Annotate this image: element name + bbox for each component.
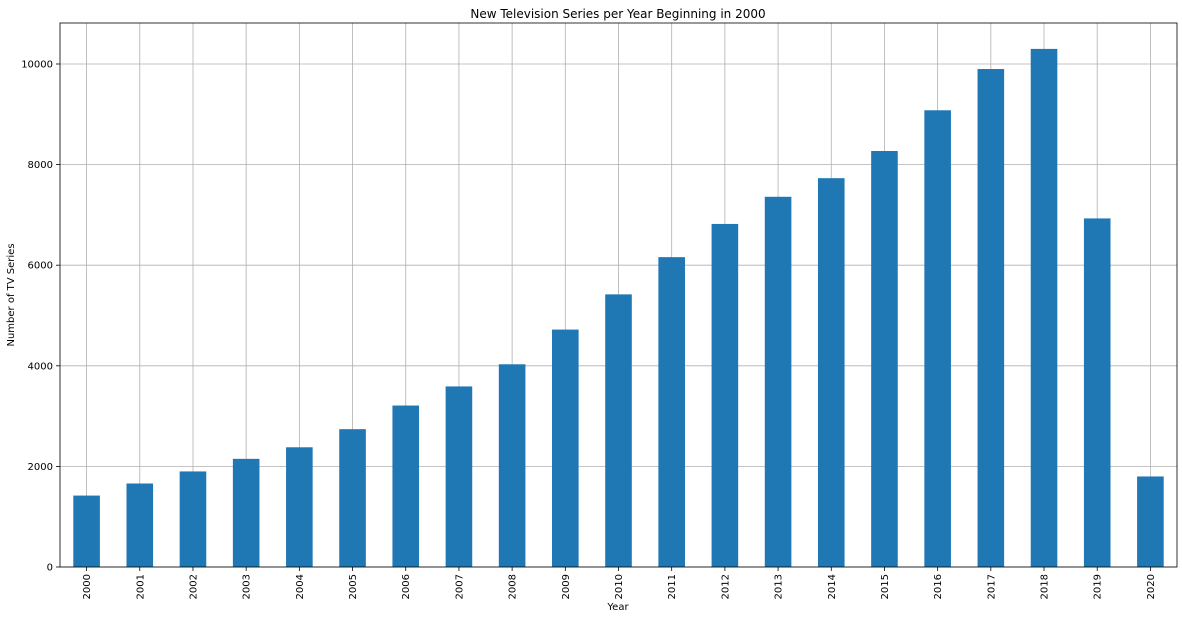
x-tick-label: 2018 — [1040, 574, 1051, 599]
bar-2019 — [1083, 218, 1111, 567]
bar-2020 — [1137, 476, 1164, 567]
bar-2002 — [179, 471, 207, 567]
y-axis-label: Number of TV Series — [6, 243, 17, 346]
bar-2011 — [658, 257, 685, 567]
x-tick-label: 2006 — [401, 574, 412, 599]
x-axis-label: Year — [606, 602, 629, 613]
x-tick-label: 2019 — [1093, 574, 1104, 599]
x-tick-label: 2010 — [614, 574, 625, 599]
bar-2001 — [126, 483, 154, 567]
bar-2005 — [339, 429, 366, 567]
x-tick-label: 2005 — [348, 574, 359, 599]
x-tick-label: 2015 — [880, 574, 891, 599]
bar-2004 — [286, 447, 313, 567]
bar-2017 — [977, 69, 1005, 567]
plot-frame — [59, 22, 1178, 568]
x-tick-label: 2007 — [454, 574, 465, 599]
bar-2013 — [764, 196, 792, 567]
x-tick-label: 2016 — [933, 574, 944, 599]
bar-2009 — [552, 329, 579, 567]
bar-2016 — [924, 110, 951, 567]
x-tick-label: 2020 — [1146, 574, 1157, 599]
x-tick-label: 2017 — [986, 574, 997, 599]
bar-2010 — [605, 294, 632, 567]
x-tick-label: 2000 — [82, 574, 93, 599]
y-tick-label: 8000 — [28, 160, 53, 171]
x-tick-label: 2011 — [667, 574, 678, 599]
x-tick-label: 2003 — [242, 574, 253, 599]
bar-2000 — [73, 495, 100, 567]
x-tick-label: 2001 — [135, 574, 146, 599]
x-tick-label: 2008 — [508, 574, 519, 599]
y-axis: 0 2000 4000 6000 8000 10000 — [21, 59, 60, 574]
chart-title: New Television Series per Year Beginning… — [470, 7, 765, 21]
x-tick-label: 2004 — [295, 574, 306, 599]
bar-2018 — [1030, 48, 1058, 567]
y-tick-label: 10000 — [21, 59, 53, 70]
y-tick-label: 0 — [47, 563, 53, 574]
bar-2015 — [871, 151, 898, 567]
bar-2012 — [711, 223, 739, 567]
x-tick-label: 2014 — [827, 574, 838, 599]
bar-2008 — [498, 364, 526, 567]
bar-2007 — [445, 386, 473, 567]
x-tick-label: 2009 — [561, 574, 572, 599]
bar-2014 — [817, 178, 845, 567]
y-tick-label: 4000 — [28, 361, 53, 372]
x-tick-label: 2002 — [188, 574, 199, 599]
bar-2006 — [392, 405, 420, 567]
x-axis: 2000 2001 2002 2003 2004 2005 2006 2007 2008 2009… — [82, 567, 1157, 599]
bar-2003 — [232, 458, 260, 567]
y-tick-label: 6000 — [28, 261, 53, 272]
x-tick-label: 2013 — [774, 574, 785, 599]
bars — [73, 48, 1164, 567]
y-tick-label: 2000 — [28, 462, 53, 473]
x-tick-label: 2012 — [720, 574, 731, 599]
